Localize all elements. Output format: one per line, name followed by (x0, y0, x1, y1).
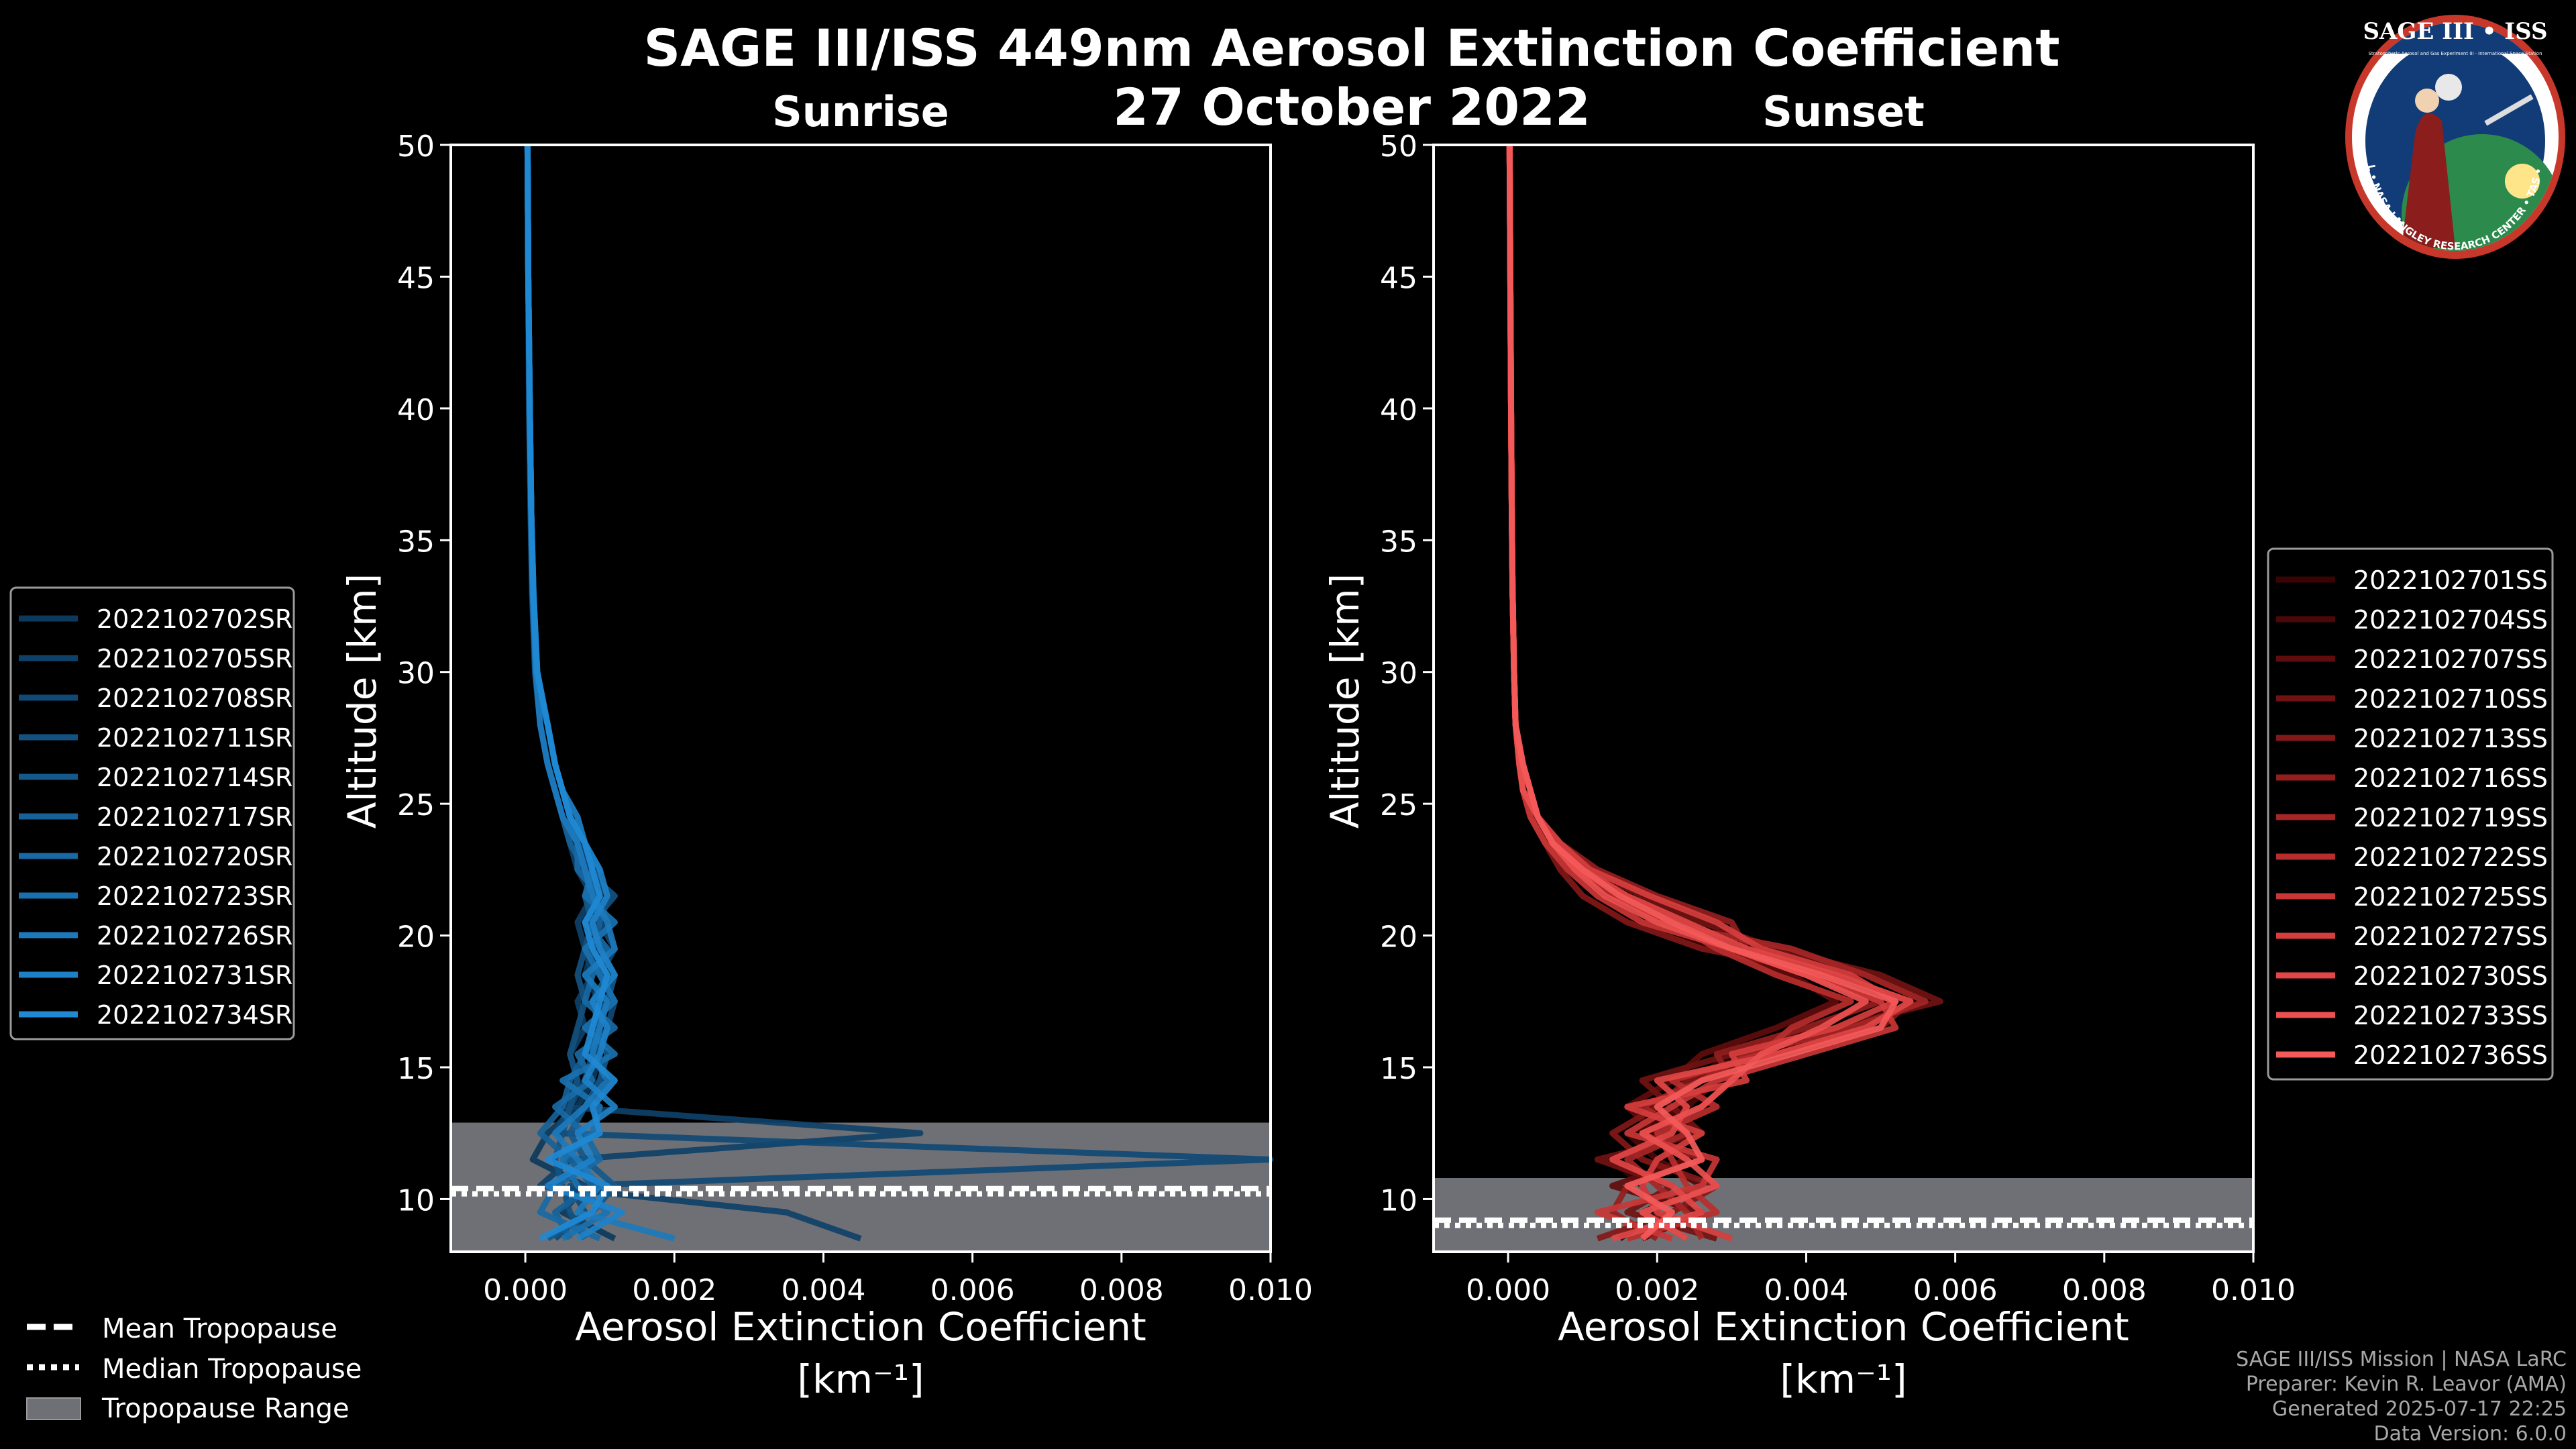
sunset-xtick-label: 0.006 (1913, 1273, 1998, 1307)
sunset-xunit: [km⁻¹] (1780, 1356, 1907, 1402)
sunset-legend-label: 2022102719SS (2353, 803, 2548, 833)
sunset-plot-frame (1432, 144, 2255, 1253)
footer-line-3: Generated 2025-07-17 22:25 (2272, 1397, 2567, 1421)
sun-icon (2505, 164, 2540, 199)
sunset-tropopause-range (1434, 1178, 2253, 1252)
sunset-ytick-label: 35 (1380, 525, 1417, 559)
footer-credits: SAGE III/ISS Mission | NASA LaRC Prepare… (2236, 1348, 2567, 1446)
sunrise-legend-label: 2022102726SR (97, 921, 292, 951)
sunrise-xtick-label: 0.004 (781, 1273, 865, 1307)
sunset-series-line (1506, 144, 1899, 1241)
astronomer-head-icon (2415, 89, 2439, 113)
sunrise-ytick-label: 45 (397, 261, 435, 295)
sunrise-xtick-label: 0.000 (483, 1273, 568, 1307)
sunrise-legend-frame (9, 586, 295, 1040)
sunrise-panel: 10 15 20 25 30 35 40 45 50 0.000 0.002 0.004 0.006 0.… (397, 129, 1313, 1307)
sunset-xtick-label: 0.002 (1615, 1273, 1699, 1307)
footer-line-4: Data Version: 6.0.0 (2374, 1422, 2567, 1446)
sunset-xtick-label: 0.008 (2062, 1273, 2147, 1307)
sunset-legend: 2022102701SS 2022102704SS 2022102707SS 2022… (2267, 547, 2554, 1081)
iss-station-icon (2484, 94, 2534, 126)
sunrise-legend-label: 2022102708SR (97, 684, 292, 713)
sunset-legend-label: 2022102701SS (2353, 566, 2548, 595)
sunrise-legend-label: 2022102731SR (97, 961, 292, 990)
sunrise-legend: 2022102702SR 2022102705SR 2022102708SR 2022… (9, 586, 295, 1040)
sunrise-series-line (524, 144, 618, 1242)
badge-small-text: Stratospheric Aerosol and Gas Experiment… (2368, 51, 2542, 56)
sunrise-series-line (524, 144, 1274, 1241)
badge-name: SAGE III • ISS (2363, 18, 2547, 45)
sunrise-xtick-label: 0.002 (632, 1273, 716, 1307)
sunrise-ytick-label: 35 (397, 525, 435, 559)
sunrise-legend-label: 2022102720SR (97, 842, 292, 871)
sunrise-legend-label: 2022102734SR (97, 1000, 292, 1030)
sunset-ytick-label: 45 (1380, 261, 1417, 295)
sunrise-ytick-label: 30 (397, 657, 435, 691)
sunset-ytick-label: 30 (1380, 657, 1417, 691)
sunrise-xtick-label: 0.006 (930, 1273, 1015, 1307)
sunrise-series-line (524, 144, 676, 1242)
sunset-ytick-label: 40 (1380, 393, 1417, 427)
sunset-ylabel: Altitude [km] (1322, 574, 1368, 828)
sunset-legend-label: 2022102725SS (2353, 882, 2548, 912)
sunset-legend-label: 2022102730SS (2353, 961, 2548, 991)
sunset-legend-label: 2022102713SS (2353, 724, 2548, 753)
sunrise-ytick-label: 10 (397, 1183, 435, 1218)
sunrise-legend-label: 2022102714SR (97, 763, 292, 792)
sunset-legend-label: 2022102710SS (2353, 684, 2548, 714)
footer-line-2: Preparer: Kevin R. Leavor (AMA) (2246, 1373, 2567, 1396)
mean-tropopause-label: Mean Tropopause (102, 1313, 337, 1344)
astronomer-figure-icon (2402, 113, 2455, 248)
sunrise-ytick-label: 40 (397, 393, 435, 427)
sunrise-legend-label: 2022102705SR (97, 644, 292, 674)
tropopause-range-swatch (26, 1397, 81, 1420)
tropopause-legend: Mean Tropopause Median Tropopause Tropop… (26, 1313, 362, 1424)
sunrise-xtick-label: 0.010 (1228, 1273, 1313, 1307)
sunrise-ytick-label: 20 (397, 920, 435, 955)
sunrise-legend-label: 2022102723SR (97, 881, 292, 911)
sunset-legend-label: 2022102716SS (2353, 763, 2548, 793)
sunset-xlabel: Aerosol Extinction Coefficient (1558, 1304, 2129, 1350)
sunset-xtick-label: 0.000 (1466, 1273, 1550, 1307)
sunrise-legend-label: 2022102711SR (97, 723, 292, 753)
sunset-legend-label: 2022102733SS (2353, 1001, 2548, 1030)
sunset-ytick-label: 50 (1380, 129, 1417, 164)
sunrise-legend-label: 2022102702SR (97, 604, 292, 634)
sunrise-ytick-label: 25 (397, 788, 435, 822)
tropopause-range-label: Tropopause Range (101, 1393, 350, 1424)
figure-title: SAGE III/ISS 449nm Aerosol Extinction Co… (643, 18, 2059, 78)
median-tropopause-label: Median Tropopause (102, 1354, 362, 1385)
sunset-legend-label: 2022102704SS (2353, 605, 2548, 635)
sunset-legend-frame (2267, 547, 2554, 1081)
sunset-xtick-label: 0.004 (1764, 1273, 1848, 1307)
sunset-ytick-label: 20 (1380, 920, 1417, 955)
sunset-panel: 10 15 20 25 30 35 40 45 50 0.000 0.002 0.004 0.006 0.… (1380, 129, 2296, 1307)
sunset-ytick-label: 25 (1380, 788, 1417, 822)
sunset-ytick-label: 10 (1380, 1183, 1417, 1218)
sunset-xtick-label: 0.010 (2211, 1273, 2296, 1307)
moon-icon (2435, 74, 2462, 101)
sunset-ytick-label: 15 (1380, 1052, 1417, 1086)
sunrise-xlabel: Aerosol Extinction Coefficient (575, 1304, 1146, 1350)
sunset-title: Sunset (1762, 87, 1925, 136)
sunset-legend-label: 2022102722SS (2353, 843, 2548, 872)
sunrise-legend-label: 2022102717SR (97, 802, 292, 832)
footer-line-1: SAGE III/ISS Mission | NASA LaRC (2236, 1348, 2567, 1371)
sunset-legend-label: 2022102736SS (2353, 1040, 2548, 1070)
sunrise-xtick-label: 0.008 (1079, 1273, 1164, 1307)
sunrise-title: Sunrise (772, 87, 949, 136)
sunset-legend-label: 2022102727SS (2353, 922, 2548, 951)
sunrise-ytick-label: 15 (397, 1052, 435, 1086)
figure-date: 27 October 2022 (1113, 77, 1591, 137)
sunrise-plot-frame (449, 144, 1272, 1253)
sunrise-ytick-label: 50 (397, 129, 435, 164)
sunset-legend-label: 2022102707SS (2353, 645, 2548, 674)
sunrise-xunit: [km⁻¹] (797, 1356, 924, 1402)
sunrise-ylabel: Altitude [km] (339, 574, 385, 828)
